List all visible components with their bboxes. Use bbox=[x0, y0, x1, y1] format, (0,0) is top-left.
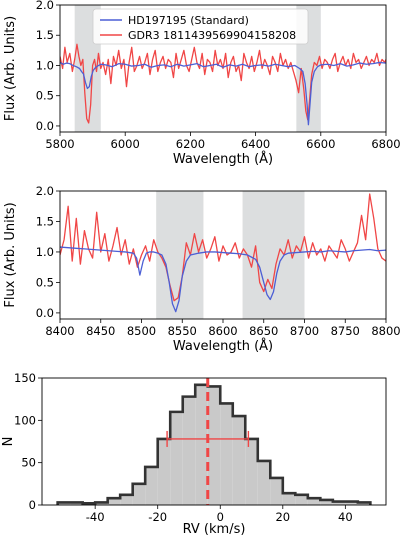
histogram-bar bbox=[270, 477, 283, 505]
x-axis-label: RV (km/s) bbox=[183, 522, 246, 537]
histogram-bar bbox=[132, 483, 146, 505]
plot-frame bbox=[59, 4, 387, 133]
x-tick-label: -40 bbox=[86, 510, 105, 524]
x-tick-label: 8800 bbox=[371, 324, 400, 338]
x-tick-label: 40 bbox=[338, 510, 353, 524]
shaded-line-region bbox=[156, 191, 204, 319]
legend-entry: HD197195 (Standard) bbox=[128, 14, 249, 27]
histogram-bar bbox=[182, 396, 196, 505]
rv-histogram-panel: -40 -20 0 20 40 0 50 100 150 RV (km/s) N bbox=[1, 371, 387, 537]
histogram-bar bbox=[120, 494, 133, 505]
x-tick-label: 8600 bbox=[208, 324, 237, 338]
series-line-target bbox=[60, 43, 386, 124]
spectrum-panel-middle: 8400 8450 8500 8550 8600 8650 8700 8750 8800 0.0 0… bbox=[3, 184, 400, 354]
x-tick-label: 6000 bbox=[111, 137, 140, 151]
y-tick-label: 2.0 bbox=[36, 0, 54, 12]
y-tick-label: 1.5 bbox=[36, 214, 54, 228]
x-tick-label: 0 bbox=[217, 510, 224, 524]
y-tick-label: 150 bbox=[14, 371, 36, 385]
y-tick-label: 1.0 bbox=[36, 58, 54, 72]
x-tick-label: 6600 bbox=[306, 137, 335, 151]
series-line-standard bbox=[60, 61, 386, 126]
series-line-target bbox=[60, 193, 386, 302]
histogram-bar bbox=[195, 384, 208, 505]
histogram-bar bbox=[307, 498, 321, 505]
histogram-bar bbox=[245, 438, 258, 505]
histogram-bar bbox=[107, 498, 121, 505]
x-tick-label: 8650 bbox=[249, 324, 278, 338]
histogram-bar bbox=[282, 493, 296, 505]
y-tick-label: 0.5 bbox=[36, 275, 54, 289]
x-axis-label: Wavelength (Å) bbox=[173, 338, 273, 354]
y-tick-label: 0.0 bbox=[36, 306, 54, 320]
y-tick-label: 2.0 bbox=[36, 184, 54, 198]
legend-box bbox=[92, 8, 309, 45]
histogram-bar bbox=[157, 438, 171, 505]
plot-area bbox=[60, 191, 386, 319]
x-tick-label: 20 bbox=[275, 510, 290, 524]
y-tick-label: 0.5 bbox=[36, 89, 54, 103]
y-axis-label: Flux (Arb. Units) bbox=[3, 16, 18, 121]
spectrum-panel-top: 5800 6000 6200 6400 6600 6800 0.0 0.5 1.0 1.5 2.0 W… bbox=[3, 0, 400, 167]
x-tick-label: 6400 bbox=[241, 137, 270, 151]
x-tick-label: 5800 bbox=[45, 137, 74, 151]
histogram-bar bbox=[232, 416, 246, 505]
histogram-bar bbox=[207, 386, 221, 505]
plot-frame bbox=[41, 377, 387, 506]
x-tick-label: 8400 bbox=[45, 324, 74, 338]
plot-frame bbox=[59, 190, 387, 320]
x-tick-label: 6200 bbox=[176, 137, 205, 151]
histogram-bar bbox=[345, 501, 358, 505]
y-tick-label: 0 bbox=[29, 498, 36, 512]
y-tick-label: 100 bbox=[14, 413, 36, 427]
y-tick-label: 1.0 bbox=[36, 245, 54, 259]
series-line-standard bbox=[60, 246, 386, 313]
y-tick-label: 0.0 bbox=[36, 119, 54, 133]
histogram-outline bbox=[56, 383, 372, 505]
x-tick-label: 8700 bbox=[290, 324, 319, 338]
x-axis-label: Wavelength (Å) bbox=[173, 151, 273, 167]
x-tick-label: -20 bbox=[148, 510, 167, 524]
y-tick-label: 50 bbox=[21, 456, 36, 470]
histogram-bar bbox=[170, 411, 183, 505]
x-tick-label: 8750 bbox=[331, 324, 360, 338]
histogram-bar bbox=[145, 466, 158, 505]
y-axis-label: Flux (Arb. Units) bbox=[3, 202, 18, 307]
x-tick-label: 8500 bbox=[127, 324, 156, 338]
histogram-bar bbox=[295, 494, 308, 505]
legend-entry: GDR3 1811439569904158208 bbox=[128, 29, 296, 42]
shaded-line-region bbox=[242, 191, 305, 319]
y-tick-label: 1.5 bbox=[36, 28, 54, 42]
histogram-bar bbox=[332, 501, 346, 505]
x-tick-label: 6800 bbox=[371, 137, 400, 151]
x-tick-label: 8450 bbox=[86, 324, 115, 338]
y-axis-label: N bbox=[1, 437, 16, 447]
histogram-bar bbox=[320, 499, 333, 505]
x-tick-label: 8550 bbox=[168, 324, 197, 338]
histogram-bar bbox=[220, 403, 233, 505]
histogram-bar bbox=[257, 460, 271, 505]
